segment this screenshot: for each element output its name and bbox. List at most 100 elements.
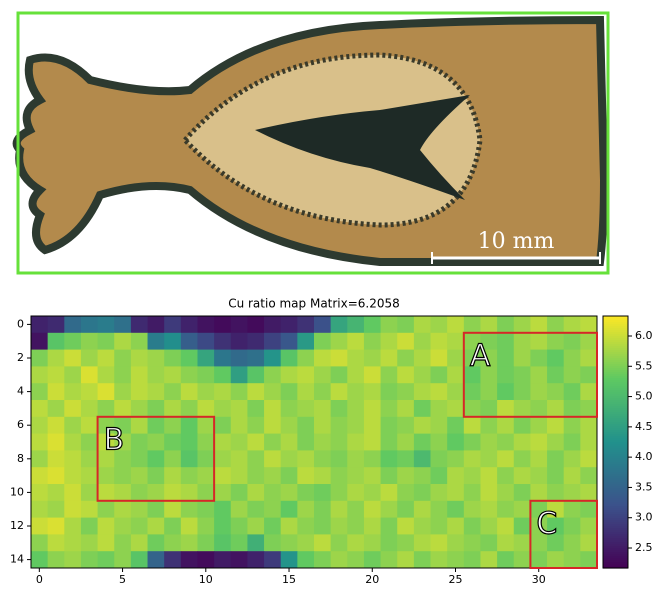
cell xyxy=(463,467,481,485)
colorbar-segment xyxy=(603,438,628,441)
cell xyxy=(80,416,98,434)
cell xyxy=(80,517,98,535)
cell xyxy=(497,383,515,401)
cell xyxy=(563,366,581,384)
cell xyxy=(164,400,182,418)
cell xyxy=(280,433,298,451)
cell xyxy=(280,383,298,401)
cell xyxy=(64,400,82,418)
cell xyxy=(130,517,148,535)
colorbar-segment xyxy=(603,350,628,353)
cell xyxy=(463,534,481,552)
cell xyxy=(380,551,398,569)
colorbar-segment xyxy=(603,534,628,537)
cell xyxy=(380,332,398,350)
cell xyxy=(447,467,465,485)
cell xyxy=(363,316,381,334)
colorbar-segment xyxy=(603,400,628,403)
cell xyxy=(413,500,431,518)
cell xyxy=(397,316,415,334)
cell xyxy=(347,416,365,434)
cell xyxy=(147,450,165,468)
cell xyxy=(314,534,332,552)
cell xyxy=(547,534,565,552)
cell xyxy=(214,383,232,401)
cell xyxy=(47,534,65,552)
cell xyxy=(463,383,481,401)
cell xyxy=(197,450,215,468)
cell xyxy=(97,433,115,451)
cell xyxy=(264,467,282,485)
cell xyxy=(297,517,315,535)
cell xyxy=(497,467,515,485)
cell xyxy=(580,433,598,451)
cell xyxy=(230,433,248,451)
cell xyxy=(347,316,365,334)
cell xyxy=(197,551,215,569)
cell xyxy=(130,349,148,367)
cell xyxy=(64,484,82,502)
cell xyxy=(47,332,65,350)
y-tick-label: 8 xyxy=(17,452,24,465)
cell xyxy=(31,416,49,434)
cell xyxy=(247,349,265,367)
colorbar-segment xyxy=(603,354,628,357)
x-tick-label: 0 xyxy=(36,573,43,586)
cell xyxy=(214,316,232,334)
cell xyxy=(397,450,415,468)
cell xyxy=(580,332,598,350)
cell xyxy=(347,366,365,384)
colorbar-segment xyxy=(603,544,628,547)
cell xyxy=(64,500,82,518)
colorbar-segment xyxy=(603,522,628,525)
cell xyxy=(297,316,315,334)
colorbar-segment xyxy=(603,470,628,473)
cell xyxy=(397,517,415,535)
cell xyxy=(164,467,182,485)
cell xyxy=(430,416,448,434)
y-tick-label: 14 xyxy=(10,553,24,566)
cell xyxy=(347,534,365,552)
cell xyxy=(180,349,198,367)
colorbar-segment xyxy=(603,426,628,429)
cell xyxy=(31,332,49,350)
cell xyxy=(463,366,481,384)
colorbar-segment xyxy=(603,326,628,329)
colorbar-segment xyxy=(603,428,628,431)
cell xyxy=(230,400,248,418)
cell xyxy=(31,467,49,485)
cell xyxy=(197,416,215,434)
cell xyxy=(180,551,198,569)
cell xyxy=(447,433,465,451)
cell xyxy=(180,450,198,468)
cell xyxy=(513,366,531,384)
cell xyxy=(530,450,548,468)
colorbar-segment xyxy=(603,334,628,337)
cell xyxy=(563,400,581,418)
cell xyxy=(430,467,448,485)
cell xyxy=(247,416,265,434)
cell xyxy=(563,467,581,485)
colorbar-segment xyxy=(603,316,628,319)
cell xyxy=(497,332,515,350)
colorbar-segment xyxy=(603,446,628,449)
colorbar-segment xyxy=(603,452,628,455)
cell xyxy=(264,400,282,418)
cell xyxy=(314,383,332,401)
cell xyxy=(47,366,65,384)
cell xyxy=(463,450,481,468)
cell xyxy=(180,332,198,350)
cell xyxy=(214,400,232,418)
cell xyxy=(247,467,265,485)
cell xyxy=(264,551,282,569)
cell xyxy=(280,484,298,502)
colorbar-segment xyxy=(603,540,628,543)
cell xyxy=(264,366,282,384)
colorbar-segment xyxy=(603,486,628,489)
colorbar-segment xyxy=(603,556,628,559)
cell xyxy=(264,517,282,535)
cell xyxy=(314,316,332,334)
cell xyxy=(580,484,598,502)
annotation-label: A xyxy=(470,338,491,373)
cell xyxy=(447,366,465,384)
